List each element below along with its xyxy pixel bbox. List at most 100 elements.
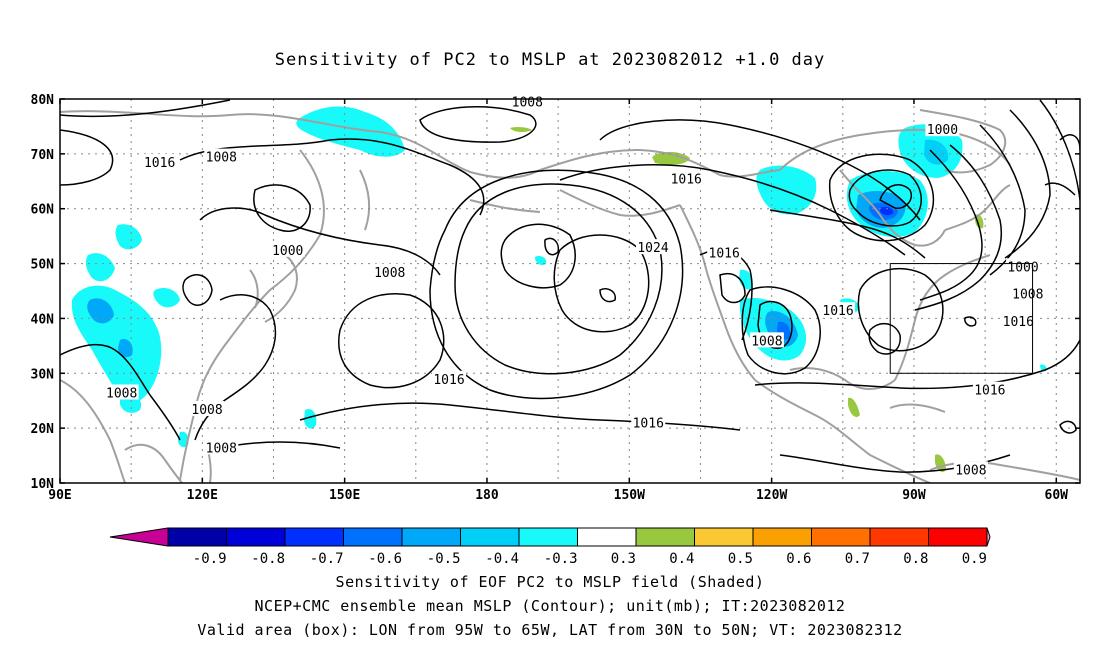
lat-tick-label-2: 30N: [31, 367, 55, 382]
colorbar-cell-9: [694, 527, 754, 547]
contour-16: [553, 234, 650, 333]
colorbar-cell-13: [928, 527, 988, 547]
contour-label-10: 1008: [1012, 288, 1043, 303]
lon-tick-label-1: 120E: [187, 488, 218, 503]
contour-label-bg-5: [669, 170, 704, 186]
colorbar-label-4: -0.5: [427, 551, 461, 567]
contour-9: [194, 294, 277, 441]
contour-39: [1059, 420, 1077, 434]
contour-label-bg-9: [1006, 258, 1041, 274]
contour-14: [544, 237, 560, 256]
contour-label-8: 1000: [927, 123, 958, 138]
contour-12: [429, 169, 684, 400]
lat-tick-label-3: 40N: [31, 312, 55, 327]
contour-label-bg-14: [432, 370, 467, 386]
contour-label-bg-19: [972, 381, 1007, 397]
contour-label-bg-3: [270, 241, 305, 257]
shade-siberia: [296, 106, 405, 157]
shade-greenland-in: [924, 139, 949, 165]
contour-19: [769, 209, 926, 259]
contour-label-9: 1000: [1007, 260, 1038, 275]
contour-21: [848, 169, 922, 227]
colorbar-cell-12: [869, 527, 929, 547]
coast-hudson: [839, 169, 946, 247]
coast-arctic-can: [779, 128, 1011, 171]
shade-green-caribbean: [848, 397, 860, 417]
contour-label-19: 1016: [974, 384, 1005, 399]
lon-tick-label-6: 90W: [902, 488, 926, 503]
colorbar-label-2: -0.7: [310, 551, 344, 567]
contour-label-bg-2: [204, 148, 239, 164]
contour-label-bg-0: [510, 93, 545, 109]
lon-tick-label-7: 60W: [1045, 488, 1069, 503]
colorbar-label-7: 0.3: [611, 551, 636, 567]
coast-alaska: [539, 148, 781, 178]
shade-asia-inner: [87, 298, 114, 324]
contour-26: [1004, 109, 1051, 259]
colorbar-label-6: -0.3: [544, 551, 578, 567]
colorbar-label-1: -0.8: [251, 551, 285, 567]
coast-asia-north: [60, 110, 541, 179]
contour-label-5: 1016: [671, 173, 702, 188]
lon-tick-label-5: 120W: [756, 488, 787, 503]
contour-label-bg-10: [1010, 285, 1045, 301]
contour-label-bg-12: [821, 302, 856, 318]
contour-33: [741, 286, 821, 375]
colorbar-label-9: 0.5: [728, 551, 753, 567]
lon-tick-label-2: 150E: [329, 488, 360, 503]
contour-label-bg-16: [190, 400, 225, 416]
contour-label-12: 1016: [822, 304, 853, 319]
colorbar-cell-7: [577, 527, 637, 547]
contour-28: [1059, 134, 1080, 151]
contour-label-14: 1016: [433, 373, 464, 388]
shade-asia-inner-2: [118, 339, 133, 358]
caption-line-3: Valid area (box): LON from 95W to 65W, L…: [197, 621, 903, 639]
contour-6: [199, 207, 441, 276]
coast-greenland: [919, 109, 1007, 174]
shade-taiwan: [178, 431, 189, 448]
coast-aleutian: [469, 199, 541, 213]
lat-tick-label-4: 50N: [31, 258, 55, 273]
contour-label-bg-18: [631, 414, 666, 430]
contour-label-0: 1008: [512, 96, 543, 111]
colorbar-cell-2: [284, 527, 344, 547]
contour-24: [914, 144, 1002, 311]
colorbar: -0.9 -0.8 -0.7 -0.6 -0.5 -0.4 -0.3 0.3 0.4 0.5 0.6…: [109, 527, 991, 567]
map-frame: [59, 98, 1081, 484]
contour-5: [253, 184, 311, 232]
contour-36: [964, 316, 977, 327]
coast-nw-america: [679, 204, 756, 381]
lon-tick-label-0: 90E: [48, 488, 71, 503]
lat-tick-label-5: 60N: [31, 203, 55, 218]
colorbar-cell-0: [167, 527, 227, 547]
contour-3: [179, 138, 485, 216]
colorbar-cell-10: [752, 527, 812, 547]
map-axes: 90E 120E 150E 180 150W 120W 90W 60W 10N 20N 30N 40N…: [31, 93, 1080, 503]
shade-asia-west-3: [115, 224, 142, 250]
contour-label-15: 1008: [106, 386, 137, 401]
colorbar-high-end: [986, 527, 991, 547]
contour-label-18: 1016: [633, 417, 664, 432]
lon-tick-label-3: 180: [475, 488, 499, 503]
contour-34: [857, 267, 944, 352]
shade-hudson-core2: [880, 206, 894, 216]
page-title: Sensitivity of PC2 to MSLP at 2023082012…: [274, 50, 826, 70]
coast-asia-east: [179, 149, 325, 481]
contour-label-bg-7: [707, 244, 742, 260]
contour-17: [599, 119, 921, 221]
contour-15: [599, 288, 617, 303]
contour-label-bg-13: [749, 332, 784, 348]
contour-label-7: 1016: [709, 247, 740, 262]
contour-label-bg-1: [142, 154, 177, 170]
contour-2: [60, 129, 114, 186]
contour-label-2: 1008: [206, 151, 237, 166]
colorbar-label-5: -0.4: [485, 551, 519, 567]
shade-pacific-mid: [535, 255, 547, 266]
contour-label-1: 1016: [144, 156, 175, 171]
contour-20: [879, 184, 912, 209]
lat-tick-label-7: 80N: [31, 93, 55, 108]
coast-sa: [929, 461, 1080, 481]
contour-40: [299, 402, 741, 431]
colorbar-cell-6: [518, 527, 578, 547]
colorbar-low-end: [109, 527, 169, 547]
